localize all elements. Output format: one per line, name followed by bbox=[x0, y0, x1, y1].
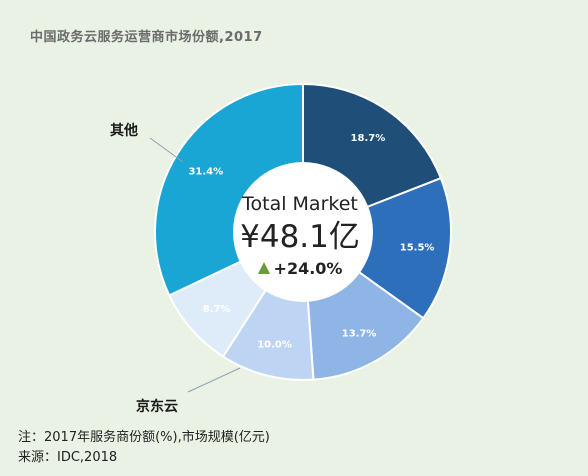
center-summary: Total Market ¥48.1亿 +24.0% bbox=[230, 193, 370, 279]
growth-indicator: +24.0% bbox=[230, 259, 370, 279]
footnote-source: 来源：IDC,2018 bbox=[18, 450, 118, 465]
slice-label-3: 13.7% bbox=[342, 328, 377, 339]
slice-label-1: 18.7% bbox=[351, 133, 386, 144]
total-market-value: ¥48.1亿 bbox=[240, 219, 360, 255]
slice-label-4: 10.0% bbox=[257, 339, 292, 350]
total-market-label: Total Market bbox=[242, 193, 358, 215]
callout-label-other: 其他 bbox=[110, 123, 138, 139]
donut-slice-labels: 18.7% 15.5% 13.7% 10.0% 8.7% 31.4% bbox=[188, 133, 434, 350]
callout-label-jd: 京东云 bbox=[136, 399, 178, 415]
up-triangle-icon bbox=[257, 262, 270, 274]
leader-line-other bbox=[149, 137, 184, 163]
footnote-note: 注：2017年服务商份额(%),市场规模(亿元) bbox=[18, 430, 270, 445]
slice-label-6: 31.4% bbox=[188, 167, 223, 178]
leader-line-jd bbox=[187, 367, 241, 393]
footnotes: 注：2017年服务商份额(%),市场规模(亿元) 来源：IDC,2018 bbox=[18, 428, 270, 468]
donut-slice-2 bbox=[300, 176, 452, 320]
chart-title: 中国政务云服务运营商市场份额,2017 bbox=[30, 30, 263, 45]
slice-label-5: 8.7% bbox=[203, 304, 231, 315]
slice-label-2: 15.5% bbox=[400, 242, 435, 253]
growth-value: +24.0% bbox=[273, 259, 343, 278]
